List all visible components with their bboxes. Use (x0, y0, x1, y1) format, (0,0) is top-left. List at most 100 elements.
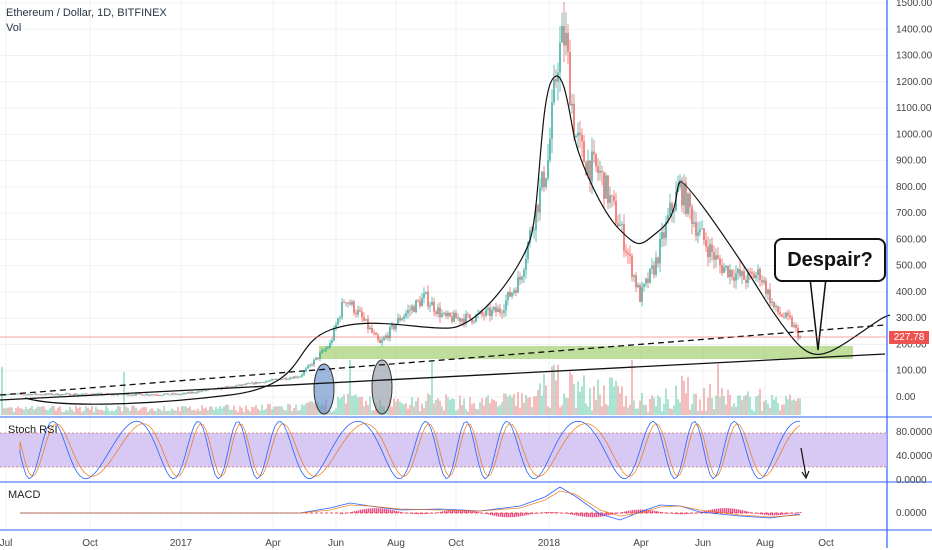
candle-body (139, 393, 141, 395)
candle-body (135, 393, 137, 396)
volume-bar (651, 395, 653, 415)
candle-body (293, 376, 295, 379)
candle-body (519, 277, 521, 280)
volume-bar (489, 402, 491, 415)
price-tick-label: 1200.00 (896, 77, 932, 88)
macd-hist-bar (398, 511, 400, 513)
macd-hist-bar (688, 513, 690, 514)
candle-body (439, 307, 441, 317)
volume-bar (487, 395, 489, 415)
macd-hist-bar (456, 509, 458, 513)
volume-bar (647, 411, 649, 415)
candle-body (763, 280, 765, 283)
candle-body (353, 301, 355, 313)
candle-body (337, 318, 339, 325)
candle-body (599, 170, 601, 173)
volume-bar (159, 409, 161, 415)
candle-body (253, 382, 255, 385)
candle-body (501, 312, 503, 314)
macd-hist-bar (434, 512, 436, 514)
candle-body (3, 394, 5, 396)
volume-bar (237, 411, 239, 415)
candle-body (165, 393, 167, 395)
candle-body (759, 269, 761, 280)
volume-bar (603, 385, 605, 415)
macd-hist-bar (402, 512, 404, 513)
candle-body (433, 301, 435, 312)
volume-bar (737, 395, 739, 415)
candle-body (401, 318, 403, 321)
macd-hist-bar (580, 513, 582, 517)
volume-bar (581, 386, 583, 415)
candle-body (773, 301, 775, 308)
candle-body (373, 332, 375, 334)
volume-bar (589, 388, 591, 415)
macd-hist-bar (352, 511, 354, 513)
volume-bar (281, 406, 283, 415)
volume-bar (785, 395, 787, 415)
candle-body (177, 393, 179, 395)
candle-body (629, 254, 631, 256)
macd-hist-bar (358, 510, 360, 513)
macd-hist-bar (528, 513, 530, 515)
volume-bar (721, 388, 723, 415)
volume-bar (595, 400, 597, 415)
macd-hist-bar (752, 512, 754, 514)
macd-hist-bar (568, 513, 570, 515)
volume-bar (309, 401, 311, 415)
candle-body (157, 394, 159, 396)
macd-hist-bar (570, 513, 572, 515)
volume-bar (347, 393, 349, 415)
candle-body (455, 312, 457, 319)
macd-hist-bar (604, 513, 606, 517)
candle-body (615, 200, 617, 224)
volume-bar (757, 395, 759, 415)
macd-hist-bar (558, 512, 560, 513)
volume-bar (169, 410, 171, 415)
volume-bar (65, 410, 67, 415)
volume-bar (743, 396, 745, 415)
volume-bar (173, 410, 175, 415)
candle-body (347, 302, 349, 304)
candle-body (357, 310, 359, 315)
volume-bar (243, 411, 245, 415)
candle-body (35, 393, 37, 395)
macd-tick-label: 0.0000 (896, 508, 927, 519)
candle-body (743, 271, 745, 280)
volume-bar (655, 406, 657, 415)
volume-bar (121, 411, 123, 415)
volume-bar (5, 408, 7, 415)
volume-bar (151, 408, 153, 415)
volume-bar (125, 406, 127, 415)
volume-bar (531, 407, 533, 415)
volume-bar (291, 411, 293, 415)
macd-hist-bar (776, 513, 778, 516)
candle-body (761, 279, 763, 283)
volume-bar (627, 407, 629, 415)
volume-bar (409, 404, 411, 415)
volume-bar (343, 394, 345, 415)
volume-bar (427, 393, 429, 415)
candle-body (521, 276, 523, 280)
candle-body (733, 277, 735, 281)
candle-body (25, 394, 27, 396)
volume-bar (341, 397, 343, 415)
macd-hist-bar (386, 509, 388, 513)
volume-bar (545, 385, 547, 415)
candle-body (155, 394, 157, 396)
macd-axis: 0.0000 (896, 508, 927, 519)
candle-body (729, 269, 731, 277)
candle-body (191, 392, 193, 394)
volume-bar (441, 406, 443, 415)
candle-body (661, 232, 663, 240)
macd-hist-bar (468, 510, 470, 513)
time-tick-label: Oct (448, 538, 464, 549)
candle-body (553, 79, 555, 103)
volume-bar (733, 403, 735, 415)
candle-body (691, 206, 693, 224)
candle-body (273, 379, 275, 381)
candle-body (551, 102, 553, 140)
macd-hist-bar (628, 510, 630, 513)
macd-hist-bar (738, 509, 740, 513)
volume-bar (83, 410, 85, 415)
